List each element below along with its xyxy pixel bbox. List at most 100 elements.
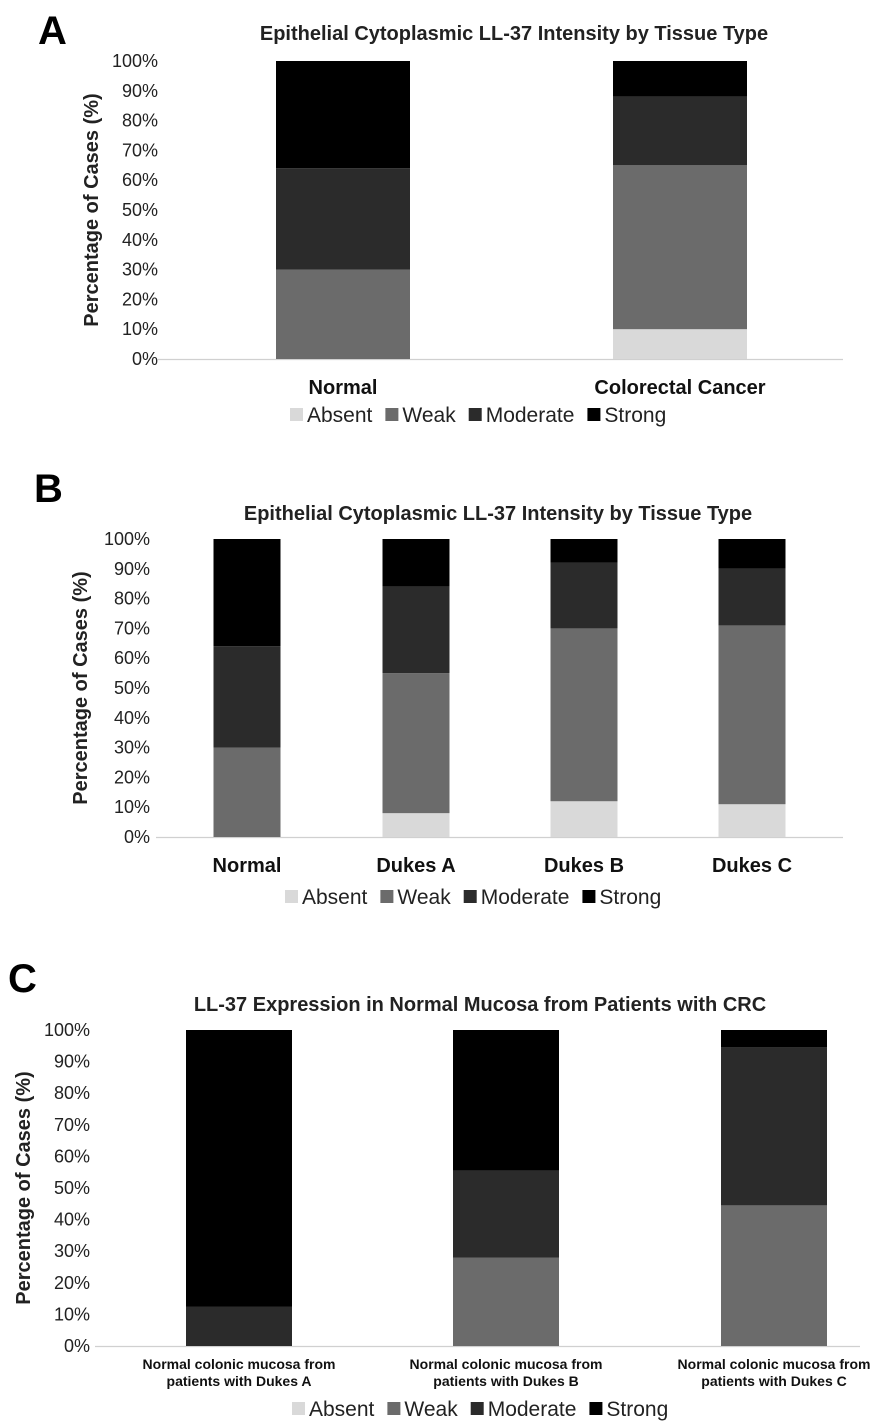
bar-segment-strong	[276, 61, 410, 169]
bar-segment-strong	[382, 539, 450, 587]
bar-segment-strong	[453, 1030, 559, 1171]
y-tick-label: 50%	[114, 678, 150, 698]
legend-label-weak: Weak	[402, 404, 456, 427]
bar-segment-weak	[718, 625, 786, 805]
y-tick-label: 90%	[122, 81, 158, 101]
legend-label-moderate: Moderate	[486, 404, 575, 427]
y-tick-label: 10%	[122, 319, 158, 339]
y-tick-label: 30%	[122, 260, 158, 280]
bar-segment-moderate	[550, 562, 618, 629]
bar-segment-weak	[213, 747, 281, 837]
bar-segment-moderate	[613, 96, 747, 166]
legend-swatch-weak	[387, 1402, 401, 1415]
legend-swatch-moderate	[463, 890, 477, 903]
y-tick-label: 80%	[114, 589, 150, 609]
bar-segment-weak	[613, 165, 747, 330]
y-tick-label: 20%	[114, 767, 150, 787]
legend-label-absent: Absent	[307, 404, 373, 427]
bar-segment-strong	[186, 1030, 292, 1307]
bar-segment-absent	[613, 329, 747, 359]
y-tick-label: 0%	[132, 349, 158, 369]
y-tick-label: 70%	[114, 618, 150, 638]
bar-segment-absent	[718, 804, 786, 837]
chart-panel-a: 0% 10% 20% 30% 40% 50% 60% 70% 80% 90% 100% Normal C…	[112, 51, 843, 427]
legend-swatch-weak	[380, 890, 394, 903]
y-tick-label: 0%	[124, 827, 150, 847]
bar-segment-moderate	[718, 568, 786, 626]
y-tick-label: 100%	[44, 1020, 90, 1040]
y-tick-label: 90%	[54, 1052, 90, 1072]
chart-panel-c: 0% 10% 20% 30% 40% 50% 60% 70% 80% 90% 100% Normal …	[44, 1020, 871, 1421]
chart-panel-b: 0% 10% 20% 30% 40% 50% 60% 70% 80% 90% 100% Normal D…	[104, 529, 843, 909]
category-label: Dukes B	[544, 855, 624, 877]
y-tick-label: 0%	[64, 1336, 90, 1356]
y-tick-label: 80%	[122, 111, 158, 131]
bar-segment-moderate	[721, 1047, 827, 1206]
legend-label-absent: Absent	[302, 886, 368, 909]
category-label: Colorectal Cancer	[594, 377, 765, 399]
bar-segment-moderate	[276, 168, 410, 270]
legend-label-strong: Strong	[604, 404, 666, 427]
bar-segment-moderate	[453, 1170, 559, 1258]
legend-swatch-strong	[582, 890, 596, 903]
legend-label-strong: Strong	[599, 886, 661, 909]
legend-label-moderate: Moderate	[481, 886, 570, 909]
legend-swatch-moderate	[468, 408, 482, 421]
legend-swatch-absent	[292, 1402, 305, 1415]
y-tick-label: 70%	[54, 1115, 90, 1135]
legend-label-weak: Weak	[404, 1398, 458, 1421]
y-tick-label: 40%	[54, 1210, 90, 1230]
category-label: Normal colonic mucosa from	[143, 1356, 336, 1372]
bar-segment-strong	[550, 539, 618, 563]
y-axis-label-c: Percentage of Cases (%)	[13, 1071, 35, 1304]
bar-segment-moderate	[186, 1306, 292, 1346]
chart-title-a: Epithelial Cytoplasmic LL-37 Intensity b…	[260, 23, 768, 45]
y-tick-label: 40%	[114, 708, 150, 728]
legend-label-absent: Absent	[309, 1398, 375, 1421]
y-tick-label: 20%	[54, 1273, 90, 1293]
y-tick-label: 30%	[114, 738, 150, 758]
y-axis-label-a: Percentage of Cases (%)	[81, 93, 103, 326]
bar-segment-strong	[613, 61, 747, 97]
y-tick-label: 50%	[122, 200, 158, 220]
plots-layer: 0% 10% 20% 30% 40% 50% 60% 70% 80% 90% 100% Normal C…	[44, 51, 871, 1421]
panel-label-c: C	[8, 957, 37, 1001]
y-tick-label: 10%	[54, 1304, 90, 1324]
y-tick-label: 100%	[112, 51, 158, 71]
panel-label-b: B	[34, 467, 63, 511]
y-tick-label: 60%	[54, 1146, 90, 1166]
category-label: Normal colonic mucosa from	[678, 1356, 871, 1372]
bar-segment-weak	[276, 269, 410, 359]
y-tick-label: 60%	[114, 648, 150, 668]
legend-label-weak: Weak	[397, 886, 451, 909]
legend-swatch-moderate	[470, 1402, 484, 1415]
legend-label-strong: Strong	[606, 1398, 668, 1421]
category-label: Normal colonic mucosa from	[410, 1356, 603, 1372]
category-label: patients with Dukes B	[433, 1373, 578, 1389]
bar-segment-strong	[721, 1030, 827, 1048]
legend-swatch-strong	[589, 1402, 603, 1415]
bar-segment-weak	[453, 1257, 559, 1346]
y-tick-label: 30%	[54, 1241, 90, 1261]
legend-swatch-strong	[587, 408, 601, 421]
bar-segment-weak	[550, 628, 618, 802]
panel-label-a: A	[38, 9, 67, 53]
y-tick-label: 20%	[122, 289, 158, 309]
y-tick-label: 50%	[54, 1178, 90, 1198]
bar-segment-moderate	[213, 646, 281, 748]
bar-segment-absent	[382, 813, 450, 837]
y-tick-label: 90%	[114, 559, 150, 579]
y-tick-label: 100%	[104, 529, 150, 549]
y-tick-label: 40%	[122, 230, 158, 250]
y-tick-label: 10%	[114, 797, 150, 817]
chart-title-b: Epithelial Cytoplasmic LL-37 Intensity b…	[244, 503, 752, 525]
bar-segment-strong	[213, 539, 281, 647]
y-tick-label: 60%	[122, 170, 158, 190]
legend-swatch-absent	[290, 408, 303, 421]
y-axis-label-b: Percentage of Cases (%)	[70, 571, 92, 804]
legend-label-moderate: Moderate	[488, 1398, 577, 1421]
bar-segment-absent	[550, 801, 618, 837]
y-tick-label: 70%	[122, 140, 158, 160]
bar-segment-strong	[718, 539, 786, 569]
